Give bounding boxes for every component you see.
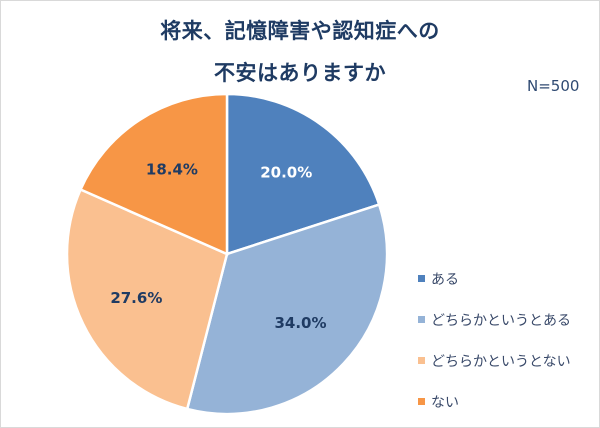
legend: ある どちらかというとある どちらかというとない ない	[418, 258, 571, 422]
legend-swatch-icon	[418, 316, 425, 323]
legend-swatch-icon	[418, 275, 425, 282]
sample-size-label: N=500	[527, 77, 580, 95]
legend-item-nai: ない	[418, 381, 571, 422]
legend-swatch-icon	[418, 357, 425, 364]
chart-title-line2: 不安はありますか	[214, 61, 386, 85]
legend-label: ない	[431, 394, 459, 411]
slice-nai	[78, 92, 229, 256]
data-label: 20.0%	[260, 163, 312, 181]
legend-label: どちらかというとない	[431, 353, 571, 370]
legend-label: どちらかというとある	[431, 312, 571, 329]
legend-swatch-icon	[418, 398, 425, 405]
pie-data-labels: 20.0% 34.0% 27.6% 18.4%	[110, 161, 326, 332]
legend-item-aru: ある	[418, 258, 571, 299]
slice-dochiraka-nai	[65, 187, 229, 411]
data-label: 18.4%	[146, 161, 198, 179]
legend-item-dochiraka-aru: どちらかというとある	[418, 299, 571, 340]
data-label: 27.6%	[110, 289, 162, 307]
legend-item-dochiraka-nai: どちらかというとない	[418, 340, 571, 381]
chart-title-line1: 将来、記憶障害や認知症への	[160, 19, 440, 43]
slice-dochiraka-aru	[185, 202, 389, 416]
legend-label: ある	[431, 271, 459, 288]
data-label: 34.0%	[274, 314, 326, 332]
slice-aru	[225, 92, 381, 256]
pie-slices	[65, 92, 389, 416]
